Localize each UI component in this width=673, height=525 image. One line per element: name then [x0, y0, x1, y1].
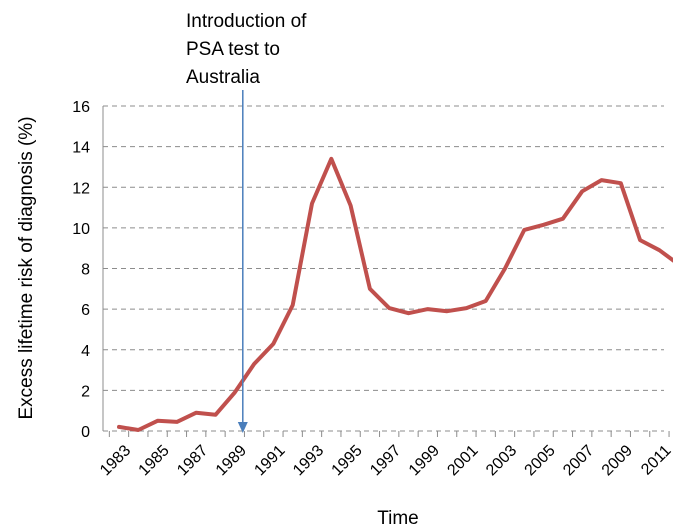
y-tick-label: 10 — [72, 221, 90, 238]
y-tick-label: 16 — [72, 99, 90, 116]
x-tick-label: 1983 — [97, 442, 134, 479]
annotation-text-line: Introduction of — [186, 11, 307, 32]
x-axis-title: Time — [377, 508, 419, 525]
x-tick-label: 2009 — [599, 442, 636, 479]
x-tick-label: 1993 — [290, 442, 327, 479]
annotation-text-line: Australia — [186, 67, 260, 88]
x-tick-label: 2003 — [483, 442, 520, 479]
x-tick-label: 1985 — [136, 442, 173, 479]
annotation-text-line: PSA test to — [186, 39, 280, 60]
x-tick-label: 1989 — [213, 442, 250, 479]
series-group — [117, 156, 673, 432]
x-tick-label: 1987 — [174, 442, 211, 479]
y-tick-label: 4 — [81, 343, 90, 360]
y-axis: 0 2 4 6 8 10 12 14 16 — [72, 99, 90, 441]
y-tick-label: 8 — [81, 262, 90, 279]
x-tick-label: 1995 — [329, 442, 366, 479]
x-tick-label: 2005 — [522, 442, 559, 479]
series-line — [117, 156, 673, 432]
x-tick-label: 1991 — [251, 442, 288, 479]
x-tick-label: 1999 — [406, 442, 443, 479]
y-tick-label: 14 — [72, 140, 90, 157]
y-tick-label: 0 — [81, 424, 90, 441]
y-tick-label: 2 — [81, 383, 90, 400]
y-tick-label: 12 — [72, 180, 90, 197]
y-axis-title: Excess lifetime risk of diagnosis (%) — [16, 116, 37, 419]
x-tick-label: 1997 — [367, 442, 404, 479]
annotation-arrowhead — [237, 422, 248, 433]
annotation: Introduction of PSA test to Australia — [186, 11, 307, 433]
x-axis: 1983 1985 1987 1989 1991 1993 1995 1997 1999 2001… — [97, 431, 673, 479]
x-tick-label: 2011 — [638, 442, 673, 478]
grid-lines — [102, 105, 664, 432]
x-tick-label: 2007 — [560, 442, 597, 479]
y-tick-label: 6 — [81, 302, 90, 319]
x-tick-label: 2001 — [444, 442, 481, 479]
